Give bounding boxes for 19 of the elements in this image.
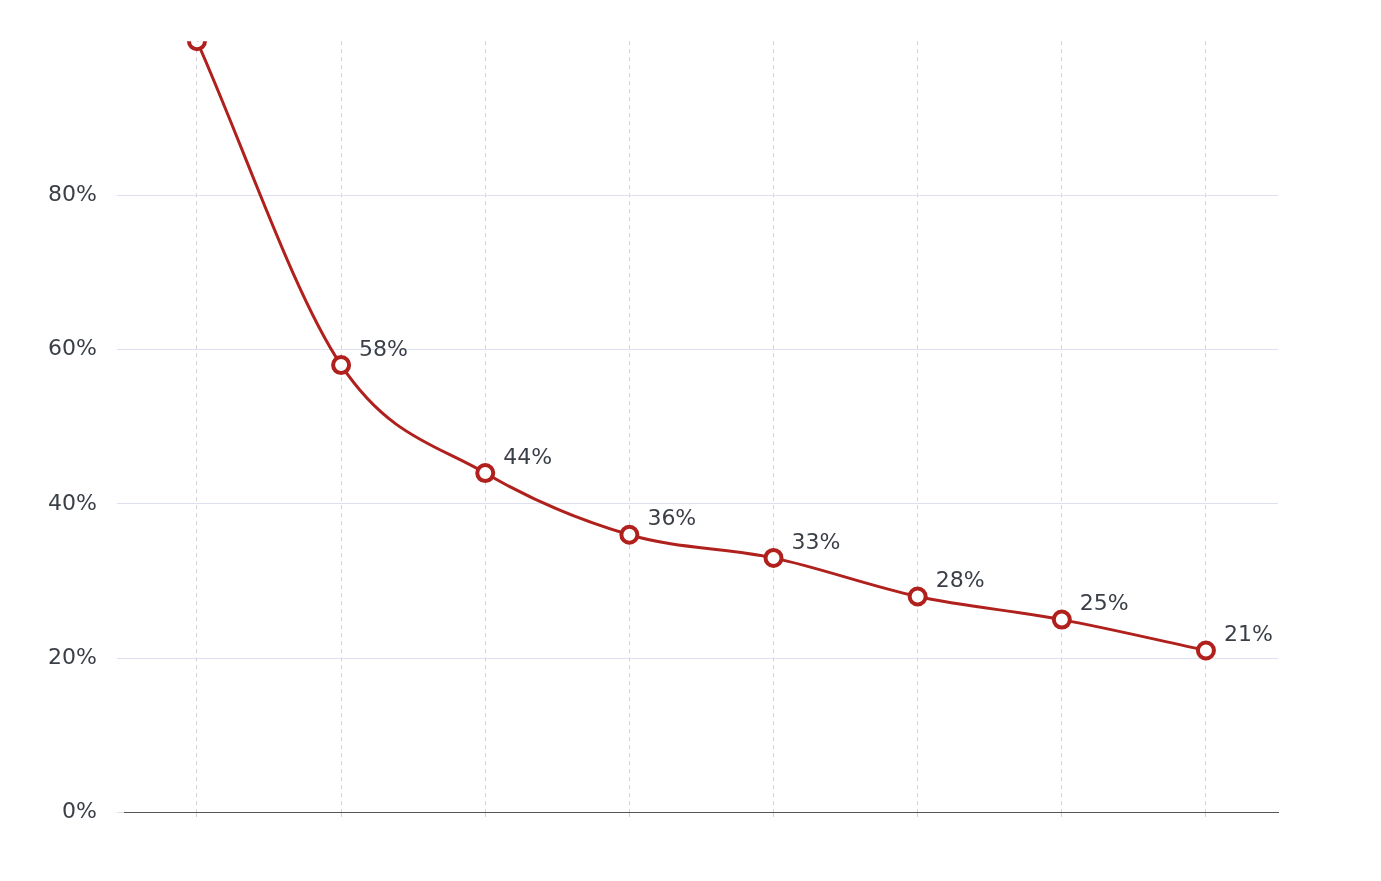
- data-label: 36%: [647, 505, 697, 531]
- data-label: 25%: [1079, 590, 1129, 616]
- data-label: 21%: [1223, 621, 1273, 647]
- point: [331, 355, 352, 376]
- data-label: 58%: [359, 335, 409, 361]
- data-label: 33%: [791, 528, 841, 554]
- y-tick-label: 40%: [47, 489, 97, 515]
- y-tick-label: 80%: [47, 181, 97, 207]
- point: [1195, 640, 1216, 661]
- point: [619, 524, 640, 545]
- y-tick-label: 20%: [47, 643, 97, 669]
- y-tick-label: 60%: [47, 335, 97, 361]
- data-label: 28%: [935, 567, 985, 593]
- point: [1051, 609, 1072, 630]
- point: [907, 586, 928, 607]
- y-tick-label: 0%: [61, 798, 97, 824]
- data-label: 44%: [503, 443, 553, 469]
- point: [763, 547, 784, 568]
- point: [475, 463, 496, 484]
